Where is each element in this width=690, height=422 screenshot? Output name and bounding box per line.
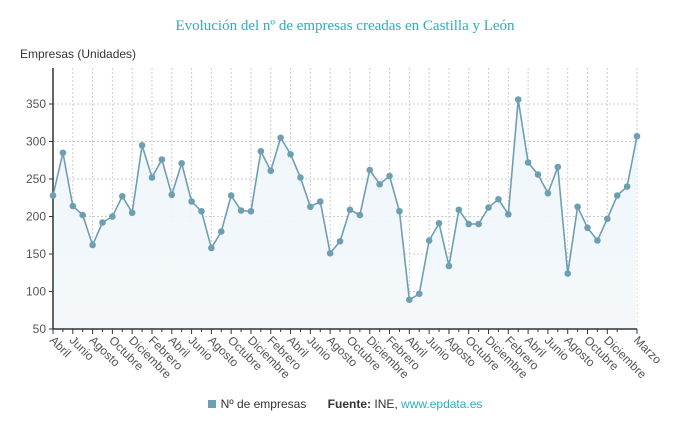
- data-point: [396, 207, 403, 215]
- data-point: [415, 290, 423, 298]
- data-point: [604, 215, 611, 223]
- legend-series-label[interactable]: Nº de empresas: [220, 397, 307, 411]
- y-tick-label: 250: [26, 172, 46, 186]
- source-label: Fuente:: [327, 397, 372, 411]
- data-point: [514, 96, 522, 103]
- y-tick-label: 200: [26, 210, 46, 224]
- y-axis-label: Empresas (Unidades): [20, 47, 137, 61]
- data-point: [59, 149, 67, 157]
- y-tick-label: 350: [26, 97, 46, 111]
- data-point: [613, 192, 621, 199]
- source-value: INE,: [374, 397, 398, 411]
- data-point: [465, 220, 473, 228]
- data-point: [79, 211, 86, 219]
- data-point: [505, 210, 512, 218]
- source-link[interactable]: www.epdata.es: [401, 397, 483, 411]
- y-tick-label: 50: [33, 322, 47, 336]
- data-point: [554, 163, 562, 171]
- data-point: [188, 198, 195, 205]
- data-point: [594, 237, 601, 244]
- data-point: [208, 244, 215, 252]
- legend: Nº de empresas Fuente: INE, www.epdata.e…: [0, 397, 690, 411]
- data-point: [524, 159, 532, 166]
- data-point: [247, 207, 255, 215]
- data-point: [316, 198, 324, 205]
- data-point: [386, 172, 393, 180]
- data-point: [435, 219, 443, 227]
- data-point: [227, 192, 235, 199]
- data-point: [277, 134, 284, 142]
- data-point: [544, 189, 552, 197]
- y-tick-label: 100: [26, 285, 46, 299]
- series-line: [52, 99, 638, 302]
- data-point: [69, 202, 77, 210]
- data-point: [633, 132, 641, 140]
- data-point: [307, 203, 314, 211]
- data-point: [109, 213, 116, 220]
- data-point: [128, 209, 136, 217]
- data-point: [574, 203, 581, 211]
- data-point: [297, 174, 304, 181]
- y-tick-label: 150: [26, 247, 46, 261]
- data-point: [584, 224, 591, 232]
- data-point: [475, 220, 482, 228]
- data-point: [237, 207, 245, 214]
- data-point: [99, 219, 106, 226]
- data-point: [217, 228, 225, 235]
- data-point: [366, 166, 374, 174]
- data-point: [376, 180, 383, 188]
- data-point: [168, 191, 176, 199]
- data-point: [287, 150, 294, 158]
- data-point: [257, 147, 265, 155]
- data-point: [534, 171, 542, 178]
- data-point: [455, 206, 463, 214]
- data-point: [158, 156, 166, 163]
- data-point: [623, 183, 631, 190]
- data-point: [49, 192, 57, 199]
- data-point: [178, 159, 185, 167]
- data-point: [336, 237, 344, 245]
- data-point: [485, 204, 492, 211]
- data-point: [198, 207, 205, 215]
- data-point: [356, 211, 364, 219]
- series-area: [53, 99, 637, 329]
- data-point: [89, 241, 96, 249]
- data-point: [118, 192, 126, 200]
- data-point: [138, 141, 146, 149]
- data-point: [346, 206, 354, 214]
- y-tick-label: 300: [26, 135, 46, 149]
- data-point: [495, 195, 502, 203]
- data-point: [445, 262, 453, 270]
- data-point: [564, 270, 572, 277]
- legend-swatch: [207, 400, 216, 408]
- data-point: [148, 174, 156, 181]
- x-tick-label: Abril: [47, 333, 74, 360]
- data-point: [406, 296, 413, 304]
- chart-title: Evolución del nº de empresas creadas en …: [175, 18, 515, 34]
- data-point: [326, 249, 334, 257]
- data-point: [267, 167, 275, 175]
- data-point: [425, 237, 433, 244]
